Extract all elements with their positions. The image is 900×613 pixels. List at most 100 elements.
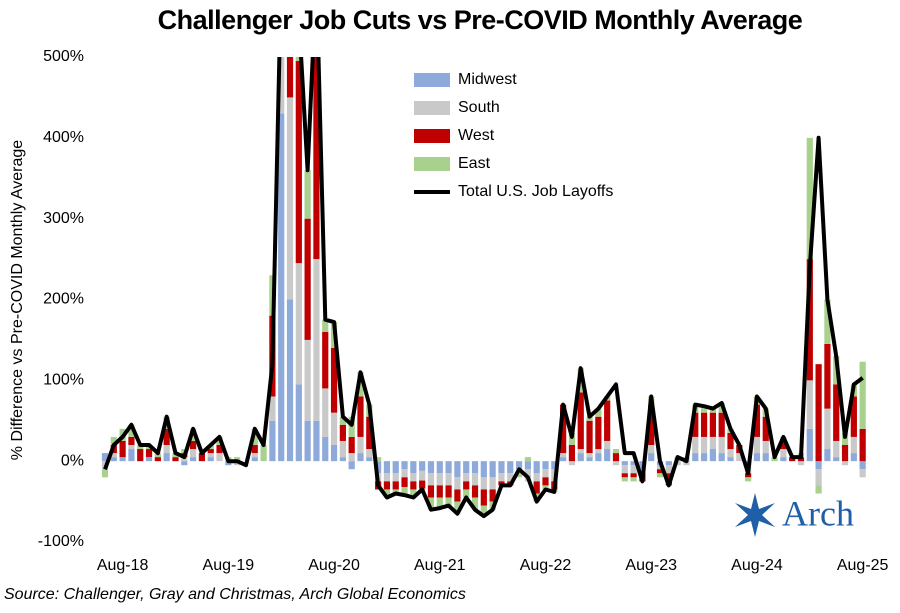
bar-segment <box>515 461 523 470</box>
bar-segment <box>286 299 294 462</box>
legend-label: South <box>458 99 500 116</box>
bar-segment <box>366 449 373 458</box>
bar-segment <box>348 453 355 462</box>
bar-segment <box>815 485 822 494</box>
bar-segment <box>700 406 708 413</box>
bar-segment <box>833 440 840 458</box>
bar-segment <box>216 453 223 462</box>
bar-segment <box>612 449 620 454</box>
legend-label: Total U.S. Job Layoffs <box>458 183 613 200</box>
bar-segment <box>207 453 214 458</box>
bar-segment <box>463 481 470 490</box>
y-tick-label: 300% <box>43 210 84 227</box>
bar-segment <box>383 481 391 490</box>
bar-segment <box>366 416 373 450</box>
y-tick-label: 200% <box>43 291 84 308</box>
bar-segment <box>445 497 452 506</box>
bar-segment <box>824 449 831 462</box>
bar-segment <box>709 449 716 462</box>
bar-segment <box>436 473 443 486</box>
bar-segment <box>427 461 435 474</box>
bar-segment <box>313 57 320 260</box>
bar-segment <box>630 477 637 482</box>
bar-segment <box>101 469 109 478</box>
bar-segment <box>612 453 620 462</box>
bar-segment <box>163 428 170 445</box>
bar-segment <box>780 449 787 458</box>
bar-segment <box>454 501 461 514</box>
bar-segment <box>392 481 399 490</box>
bar-segment <box>841 432 849 445</box>
bar-segment <box>251 457 258 462</box>
bar-segment <box>322 319 329 332</box>
bar-segment <box>595 453 602 462</box>
bar-segment <box>110 457 117 462</box>
bar-segment <box>727 432 734 450</box>
bar-segment <box>692 436 699 454</box>
bar-segment <box>542 485 549 490</box>
bar-segment <box>322 436 329 462</box>
bar-segment <box>604 440 611 450</box>
bar-segment <box>110 453 117 458</box>
bar-segment <box>542 469 549 478</box>
bar-segment <box>700 412 708 437</box>
bar-segment <box>665 461 672 466</box>
bar-segment <box>295 384 302 462</box>
bar-segment <box>190 449 197 458</box>
bar-segment <box>471 485 479 498</box>
bar-segment <box>780 440 787 450</box>
bar-segment <box>480 489 487 506</box>
bar-segment <box>833 457 840 462</box>
y-tick-label: 100% <box>43 372 84 389</box>
bar-segment <box>498 481 505 486</box>
legend-label: Midwest <box>458 71 517 88</box>
bar-segment <box>745 477 752 482</box>
bar-segment <box>190 457 197 462</box>
bar-segment <box>427 473 435 486</box>
bar-segment <box>181 461 188 466</box>
bar-segment <box>269 420 276 462</box>
bar-segment <box>163 445 170 454</box>
bar-segment <box>383 461 391 474</box>
x-tick-label: Aug-21 <box>414 557 466 574</box>
bar-segment <box>207 457 214 462</box>
bar-segment <box>366 457 373 462</box>
x-tick-label: Aug-20 <box>308 557 360 574</box>
bar-segment <box>709 408 716 413</box>
total-line <box>103 57 864 519</box>
bar-segment <box>656 469 664 474</box>
bar-segment <box>542 477 549 486</box>
bar-segment <box>745 473 752 478</box>
bar-segment <box>286 97 294 300</box>
bar-segment <box>498 473 505 482</box>
bar-segment <box>198 453 206 462</box>
y-axis-label: % Difference vs Pre-COVID Monthly Averag… <box>9 140 26 461</box>
bar-segment <box>700 436 708 454</box>
bar-segment <box>595 408 602 417</box>
bar-segment <box>480 461 487 478</box>
bar-segment <box>736 453 743 462</box>
bar-segment <box>560 457 567 462</box>
bar-segment <box>339 424 346 441</box>
bar-segment <box>718 453 725 462</box>
bar-segment <box>375 457 382 462</box>
x-tick-label: Aug-22 <box>520 557 572 574</box>
bar-segment <box>621 461 628 466</box>
bar-segment <box>612 461 620 466</box>
bar-segment <box>348 461 355 470</box>
bar-segment <box>850 453 857 462</box>
bar-segment <box>533 473 540 482</box>
bar-segment <box>551 461 558 470</box>
bar-segment <box>762 440 769 454</box>
legend-swatch <box>414 157 450 171</box>
bar-segment <box>630 461 637 466</box>
bar-segment <box>145 449 153 458</box>
bar-segment <box>348 416 355 437</box>
chart-title: Challenger Job Cuts vs Pre-COVID Monthly… <box>158 5 803 35</box>
bar-segment <box>586 457 593 462</box>
bar-segment <box>101 453 109 462</box>
bar-segment <box>762 416 769 441</box>
bar-segment <box>313 420 320 462</box>
bar-segment <box>251 445 258 454</box>
bar-segment <box>815 364 822 462</box>
